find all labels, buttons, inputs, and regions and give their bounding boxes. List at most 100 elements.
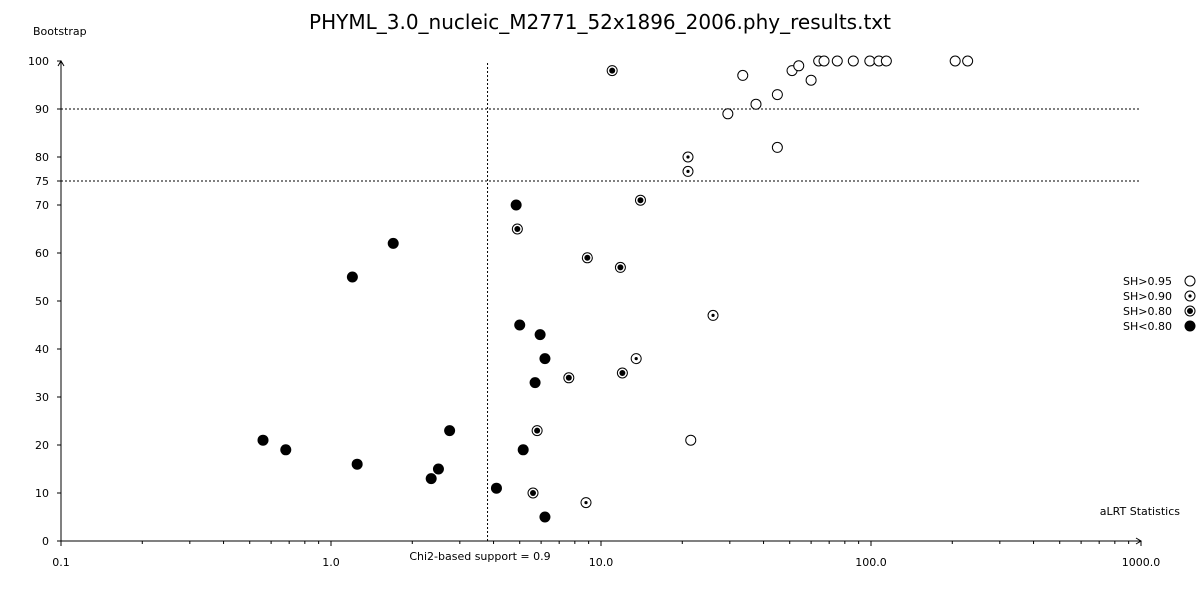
y-tick-label: 20 [35,439,49,452]
data-point [531,425,543,437]
marker-dot [517,444,529,456]
marker-ring [771,141,783,153]
data-point [490,482,502,494]
data-point [539,511,551,523]
marker-dot [490,482,502,494]
legend-marker [1184,305,1196,317]
marker-ring [880,55,892,67]
data-point [580,497,592,509]
marker-dot [257,434,269,446]
data-point [831,55,843,67]
marker-ring [722,108,734,120]
marker-dot [280,444,292,456]
data-point [682,165,694,177]
data-point [351,458,363,470]
data-point [949,55,961,67]
y-axis-label: Bootstrap [33,25,87,38]
legend: SH>0.95 SH>0.90 SH>0.80 SH<0.80 [1123,275,1196,333]
marker-dot [351,458,363,470]
data-point [864,55,876,67]
y-tick-label: 75 [35,175,49,188]
reference-line-label: Chi2-based support = 0.9 [409,550,550,563]
data-point [387,237,399,249]
data-point [511,223,523,235]
x-tick-label: 100.0 [855,556,887,569]
marker-ring [793,60,805,72]
marker-center [1187,308,1193,314]
marker-center [530,490,537,496]
data-point [432,463,444,475]
data-point [517,444,529,456]
marker-dot [346,271,358,283]
data-point [563,372,575,384]
data-point [805,74,817,86]
plot-area: 0 10 20 30 40 50 60 70 75 80 90 100 0.1 1.0 10.0 100.0 1… [28,55,1160,569]
marker-center [514,226,521,232]
legend-label: SH>0.80 [1123,305,1172,318]
data-point [444,425,456,437]
y-tick-label: 40 [35,343,49,356]
data-point [514,319,526,331]
legend-label: SH>0.95 [1123,275,1172,288]
marker-ring [847,55,859,67]
marker-center [584,501,588,505]
data-point [630,353,642,365]
y-tick-label: 0 [42,535,49,548]
marker-ring [818,55,830,67]
marker-center [634,357,638,361]
legend-label: SH<0.80 [1123,320,1172,333]
marker-ring [750,98,762,110]
legend-marker [1184,290,1196,302]
data-point [685,434,697,446]
marker-dot [539,353,551,365]
data-point [529,377,541,389]
marker-dot [534,329,546,341]
marker-center [617,264,624,271]
data-point [616,367,628,379]
y-tick-label: 30 [35,391,49,404]
data-point [737,69,749,81]
data-point [346,271,358,283]
data-point [707,309,719,321]
x-tick-label: 0.1 [52,556,70,569]
data-point [257,434,269,446]
data-point [793,60,805,72]
marker-ring [685,434,697,446]
y-tick-label: 80 [35,151,49,164]
marker-dot [510,199,522,211]
marker-ring [949,55,961,67]
data-point [682,151,694,163]
marker-center [637,197,644,204]
data-point [510,199,522,211]
data-point [722,108,734,120]
data-point [606,65,618,77]
data-point [614,261,626,273]
y-tick-label: 90 [35,103,49,116]
data-point [750,98,762,110]
y-tick-label: 10 [35,487,49,500]
marker-ring [771,89,783,101]
marker-dot [514,319,526,331]
data-point [534,329,546,341]
marker-ring [737,69,749,81]
marker-center [609,67,616,74]
data-point [539,353,551,365]
marker-center [584,254,591,261]
chart-title: PHYML_3.0_nucleic_M2771_52x1896_2006.phy… [309,10,891,34]
marker-ring [962,55,974,67]
x-tick-label: 1000.0 [1122,556,1161,569]
data-point [771,141,783,153]
data-point [634,194,646,206]
legend-marker [1184,320,1196,332]
marker-dot [529,377,541,389]
marker-center [565,374,572,381]
data-point [425,473,437,485]
y-tick-label: 70 [35,199,49,212]
marker-ring [1184,275,1196,287]
marker-center [1188,294,1192,298]
data-point [280,444,292,456]
data-point [962,55,974,67]
x-tick-label: 10.0 [589,556,614,569]
marker-dot [539,511,551,523]
